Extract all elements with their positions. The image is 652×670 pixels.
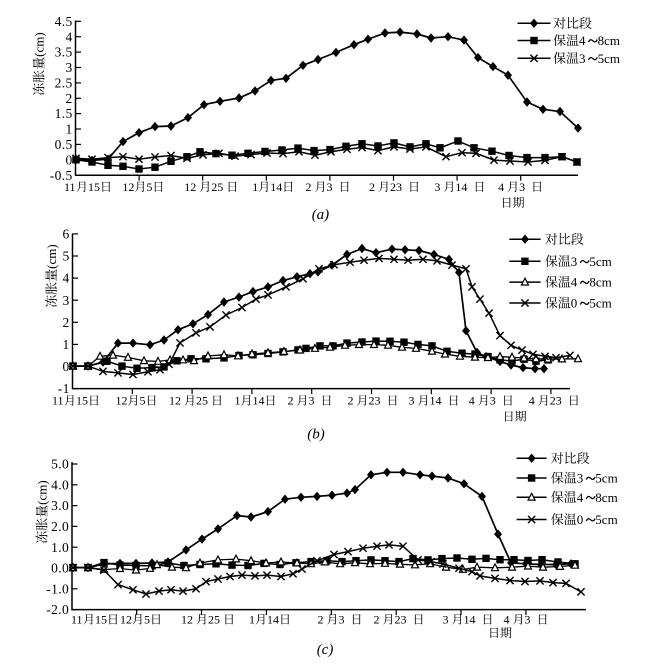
svg-text:15: 15 — [88, 180, 100, 194]
svg-text:2: 2 — [374, 613, 380, 627]
svg-text:(cm): (cm) — [44, 244, 59, 269]
svg-text:3: 3 — [579, 51, 586, 66]
svg-text:11: 11 — [71, 613, 83, 627]
svg-text:(cm): (cm) — [32, 32, 47, 57]
svg-text:3: 3 — [63, 293, 70, 308]
svg-text:3: 3 — [66, 60, 73, 75]
svg-text:-1: -1 — [58, 381, 70, 396]
svg-text:3: 3 — [571, 254, 578, 269]
svg-text:14: 14 — [455, 180, 467, 194]
svg-text:3.0: 3.0 — [51, 498, 69, 513]
svg-text:23: 23 — [390, 180, 402, 194]
svg-text:14: 14 — [430, 394, 442, 408]
svg-text:4: 4 — [469, 394, 475, 408]
svg-text:2: 2 — [66, 91, 73, 106]
svg-text:3: 3 — [443, 613, 449, 627]
svg-text:14: 14 — [267, 613, 279, 627]
svg-text:0: 0 — [571, 296, 578, 311]
svg-text:5cm: 5cm — [589, 296, 611, 311]
svg-text:1: 1 — [235, 394, 241, 408]
svg-text:2.0: 2.0 — [51, 519, 69, 534]
svg-text:25: 25 — [211, 180, 223, 194]
svg-text:2: 2 — [288, 394, 294, 408]
svg-text:4.0: 4.0 — [51, 477, 69, 492]
svg-text:5.0: 5.0 — [51, 457, 69, 472]
svg-text:14: 14 — [253, 394, 265, 408]
svg-text:3: 3 — [577, 471, 584, 486]
svg-text:3.5: 3.5 — [55, 45, 73, 60]
svg-text:3: 3 — [525, 613, 531, 627]
svg-text:(b): (b) — [307, 427, 325, 443]
svg-text:5cm: 5cm — [589, 254, 611, 269]
svg-text:5: 5 — [146, 180, 152, 194]
svg-text:5cm: 5cm — [595, 512, 617, 527]
svg-text:1: 1 — [63, 337, 70, 352]
svg-text:3: 3 — [490, 394, 496, 408]
svg-text:8cm: 8cm — [589, 275, 611, 290]
svg-text:12: 12 — [181, 613, 193, 627]
svg-text:4: 4 — [66, 29, 73, 44]
svg-text:4.5: 4.5 — [55, 14, 73, 29]
svg-text:0: 0 — [63, 359, 70, 374]
svg-text:3: 3 — [309, 394, 315, 408]
svg-text:23: 23 — [395, 613, 407, 627]
svg-text:0: 0 — [66, 152, 73, 167]
svg-text:(c): (c) — [317, 642, 334, 658]
svg-text:2: 2 — [306, 180, 312, 194]
svg-text:-0.5: -0.5 — [50, 168, 73, 183]
svg-text:0.5: 0.5 — [55, 137, 73, 152]
svg-text:12: 12 — [169, 394, 181, 408]
svg-text:15: 15 — [95, 613, 107, 627]
svg-text:(cm): (cm) — [35, 480, 50, 505]
svg-text:(a): (a) — [312, 207, 330, 223]
svg-text:2: 2 — [63, 315, 70, 330]
svg-text:3: 3 — [434, 180, 440, 194]
svg-text:12: 12 — [120, 613, 132, 627]
svg-text:3: 3 — [327, 180, 333, 194]
svg-text:5cm: 5cm — [598, 51, 620, 66]
svg-text:4: 4 — [63, 271, 70, 286]
svg-text:0.0: 0.0 — [51, 561, 69, 576]
svg-text:3: 3 — [339, 613, 345, 627]
svg-text:12: 12 — [116, 394, 128, 408]
svg-text:2: 2 — [348, 394, 354, 408]
svg-text:0: 0 — [577, 512, 584, 527]
svg-text:23: 23 — [550, 394, 562, 408]
svg-text:1: 1 — [252, 180, 258, 194]
svg-text:25: 25 — [196, 394, 208, 408]
svg-text:4: 4 — [529, 394, 535, 408]
svg-text:14: 14 — [464, 613, 476, 627]
svg-text:25: 25 — [208, 613, 220, 627]
svg-text:5: 5 — [144, 613, 150, 627]
svg-text:23: 23 — [369, 394, 381, 408]
svg-text:14: 14 — [270, 180, 282, 194]
svg-text:1.5: 1.5 — [55, 106, 73, 121]
svg-text:-1.0: -1.0 — [46, 581, 69, 596]
svg-text:3: 3 — [519, 180, 525, 194]
svg-text:1: 1 — [66, 122, 73, 137]
svg-text:12: 12 — [122, 180, 134, 194]
svg-text:5cm: 5cm — [595, 471, 617, 486]
svg-text:11: 11 — [64, 180, 76, 194]
svg-text:8cm: 8cm — [595, 490, 617, 505]
svg-text:4: 4 — [504, 613, 510, 627]
svg-text:12: 12 — [184, 180, 196, 194]
svg-text:2.5: 2.5 — [55, 76, 73, 91]
svg-text:4: 4 — [577, 490, 584, 505]
svg-text:1.0: 1.0 — [51, 540, 69, 555]
svg-text:2: 2 — [318, 613, 324, 627]
svg-text:3: 3 — [409, 394, 415, 408]
svg-text:8cm: 8cm — [598, 33, 620, 48]
svg-text:5: 5 — [63, 249, 70, 264]
svg-text:1: 1 — [249, 613, 255, 627]
svg-text:4: 4 — [498, 180, 504, 194]
svg-text:5: 5 — [140, 394, 146, 408]
svg-text:15: 15 — [76, 394, 88, 408]
svg-text:4: 4 — [571, 275, 578, 290]
svg-text:-2.0: -2.0 — [46, 602, 69, 617]
svg-text:4: 4 — [579, 33, 586, 48]
svg-text:11: 11 — [52, 394, 64, 408]
svg-text:2: 2 — [369, 180, 375, 194]
svg-text:6: 6 — [63, 227, 70, 242]
